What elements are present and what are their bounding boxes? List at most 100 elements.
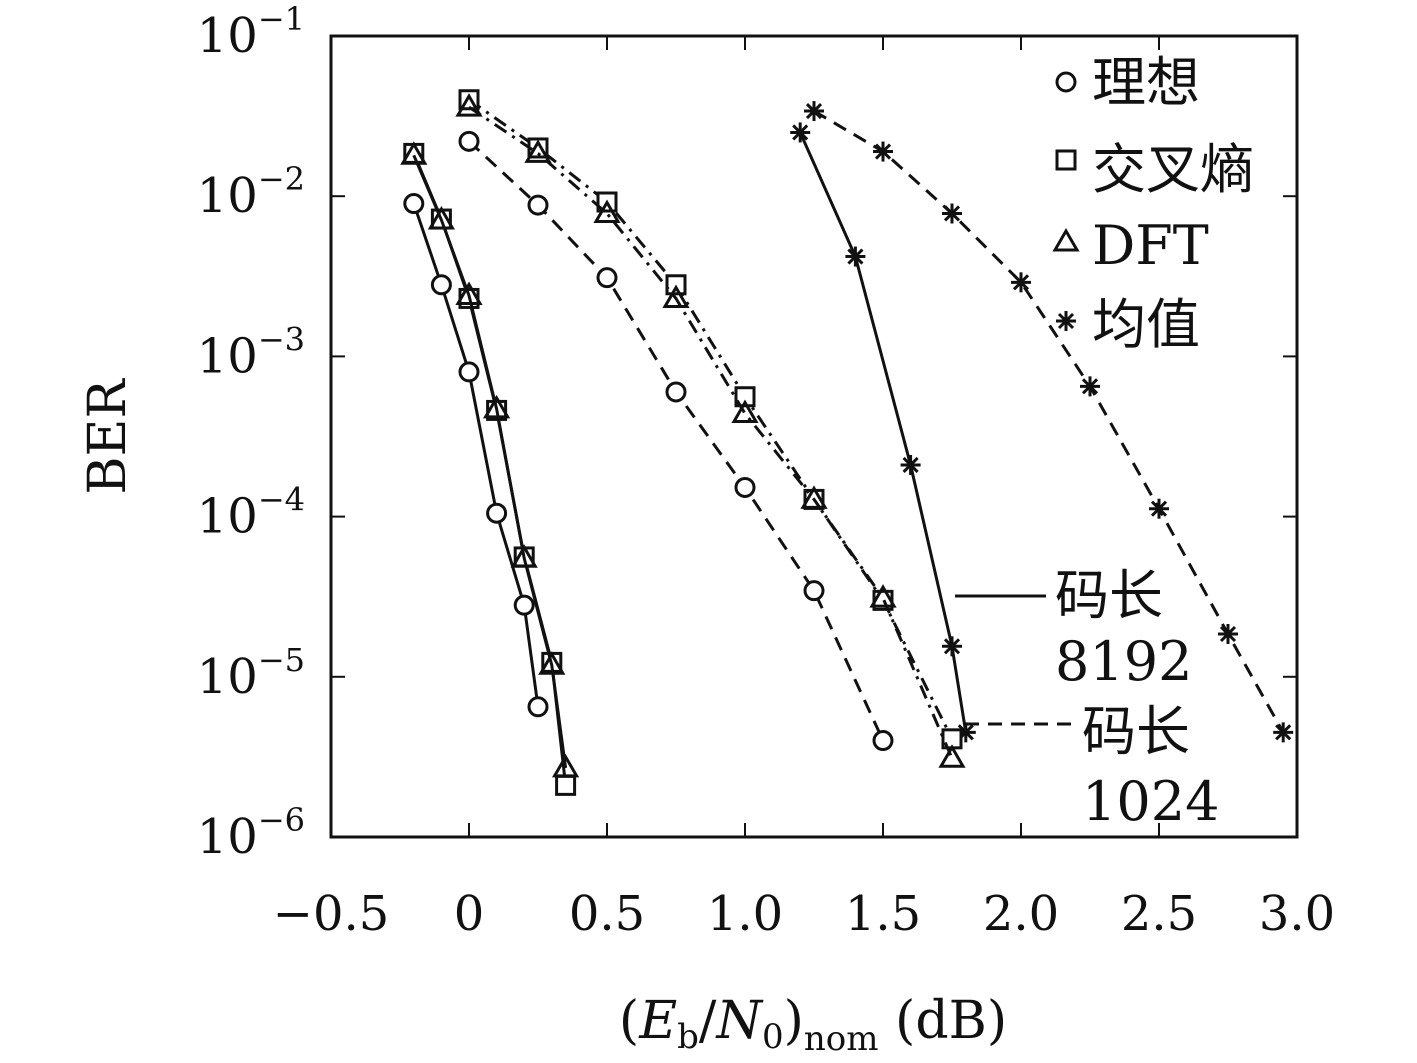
series-line-2 (412, 154, 568, 769)
data-point-asterisk-3-1 (845, 246, 866, 267)
legend-label-cross-entropy: 交叉熵 (1092, 138, 1254, 201)
legend-entry-dft: DFT (1052, 214, 1209, 277)
data-point-asterisk-3-2 (900, 454, 921, 475)
series-line-7 (813, 109, 1285, 734)
y-tick-labels: 10−110−210−310−410−510−6 (197, 0, 305, 865)
x-tick-label-2: 0.5 (569, 886, 645, 942)
data-point-asterisk-7-4 (1080, 376, 1100, 397)
data-point-asterisk-7-4-d2 (1081, 378, 1099, 395)
data-point-circle-4-1 (527, 194, 549, 216)
data-point-circle-4-5 (803, 580, 825, 602)
legend-entry-ideal: 理想 (1055, 51, 1200, 114)
legend-code-length-8192-line2: 8192 (1055, 630, 1192, 693)
data-point-triangle-6-3 (662, 284, 690, 308)
data-point-circle-4-6 (872, 730, 894, 752)
data-point-triangle-2-4 (510, 544, 538, 568)
y-tick-exponent: −2 (258, 160, 305, 198)
data-point-circle-0-1 (430, 274, 452, 296)
data-point-circle-0-4 (513, 594, 535, 616)
y-tick-base: 10 (197, 649, 258, 705)
data-point-triangle-2-6 (551, 753, 580, 778)
data-point-triangle-6-6 (869, 584, 897, 608)
data-point-triangle-6-7 (938, 744, 966, 768)
data-point-triangle-2-0 (400, 141, 428, 165)
data-point-asterisk-3-0-d2 (792, 124, 809, 141)
data-point-circle-0-0 (403, 193, 425, 215)
data-point-triangle-2-3 (482, 394, 511, 419)
x-tick-labels: −0.5 0 0.5 1.0 1.5 2.0 2.5 3.0 (273, 886, 1335, 942)
y-tick-label-1: 10−2 (197, 160, 305, 224)
data-point-triangle-6-5 (800, 485, 828, 509)
series-line-5 (468, 98, 954, 740)
series-line-0 (412, 203, 540, 708)
y-tick-exponent: −6 (258, 801, 305, 839)
x-tick-label-6: 2.5 (1121, 886, 1197, 942)
y-tick-exponent: −1 (258, 0, 305, 38)
series-square-1024 (458, 89, 963, 750)
data-point-asterisk-7-3 (1011, 272, 1031, 293)
data-point-asterisk-7-7 (1273, 722, 1294, 743)
data-point-circle-4-2 (596, 267, 618, 289)
x-label-sub-nom: nom (804, 1019, 879, 1059)
y-tick-base: 10 (197, 328, 258, 384)
series-triangle-8192 (400, 141, 580, 778)
data-point-asterisk-7-1-d2 (874, 143, 892, 160)
legend-label-mean: 均值 (1092, 293, 1200, 356)
legend-label-ideal: 理想 (1092, 51, 1200, 114)
data-point-asterisk-7-3-d2 (1012, 274, 1030, 291)
legend-entry-cross-entropy: 交叉熵 (1055, 138, 1254, 201)
data-point-asterisk-7-0-d2 (805, 102, 823, 120)
x-label-close-paren: ) (784, 991, 804, 1051)
series-asterisk-1024 (804, 101, 1294, 743)
data-point-circle-4-3 (665, 381, 687, 403)
x-axis-label: (Eb/N0)nom (dB) (619, 991, 1007, 1059)
series-circle-1024 (458, 130, 894, 752)
legend-asterisk-marker (1056, 311, 1076, 331)
y-tick-exponent: −4 (258, 481, 305, 519)
data-point-asterisk-7-6-d2 (1219, 625, 1237, 643)
data-point-asterisk-7-6 (1218, 623, 1238, 644)
y-tick-label-4: 10−5 (197, 641, 305, 705)
data-point-square-5-4 (734, 386, 756, 408)
data-point-circle-0-5 (527, 696, 549, 718)
data-point-asterisk-3-0 (790, 122, 811, 143)
x-label-unit: (dB) (895, 991, 1007, 1051)
x-label-open-paren: ( (619, 991, 639, 1051)
series-triangle-1024 (455, 93, 966, 768)
series-square-8192 (403, 142, 577, 796)
y-axis-label: BER (78, 377, 138, 494)
legend-code-length-1024-line2: 1024 (1082, 770, 1219, 833)
data-point-triangle-2-2 (455, 281, 483, 305)
data-point-asterisk-7-5-d2 (1150, 500, 1168, 517)
series-line-3 (798, 131, 968, 733)
data-point-triangle-6-1 (524, 139, 552, 163)
y-tick-base: 10 (197, 8, 258, 64)
data-point-asterisk-7-0 (804, 101, 824, 122)
plot-frame (329, 34, 1299, 839)
y-tick-label-5: 10−6 (197, 801, 305, 865)
data-series (400, 89, 1294, 796)
data-point-asterisk-7-7-d2 (1275, 724, 1292, 741)
data-point-asterisk-7-5 (1149, 498, 1169, 519)
y-tick-exponent: −5 (258, 641, 305, 679)
y-tick-label-3: 10−4 (197, 481, 305, 545)
data-point-asterisk-3-1-d2 (847, 248, 864, 265)
y-tick-exponent: −3 (258, 320, 305, 358)
series-line-6 (468, 105, 954, 759)
series-line-1 (412, 152, 568, 786)
x-label-space (879, 991, 896, 1051)
x-tick-label-5: 2.0 (983, 886, 1059, 942)
y-tick-base: 10 (197, 809, 258, 865)
legend-entry-mean: 均值 (1056, 293, 1200, 356)
data-point-triangle-2-1 (427, 206, 456, 230)
data-point-triangle-6-0 (455, 93, 483, 117)
data-point-triangle-2-5 (538, 651, 566, 675)
data-point-asterisk-3-3-d2 (943, 638, 961, 655)
legend-circle-marker (1055, 71, 1077, 93)
legend: 理想 交叉熵 DFT 均值 (1052, 51, 1254, 356)
legend-code-length-8192-line1: 码长 (1055, 564, 1163, 627)
data-point-circle-4-4 (734, 476, 756, 498)
data-point-asterisk-7-2 (942, 203, 962, 224)
